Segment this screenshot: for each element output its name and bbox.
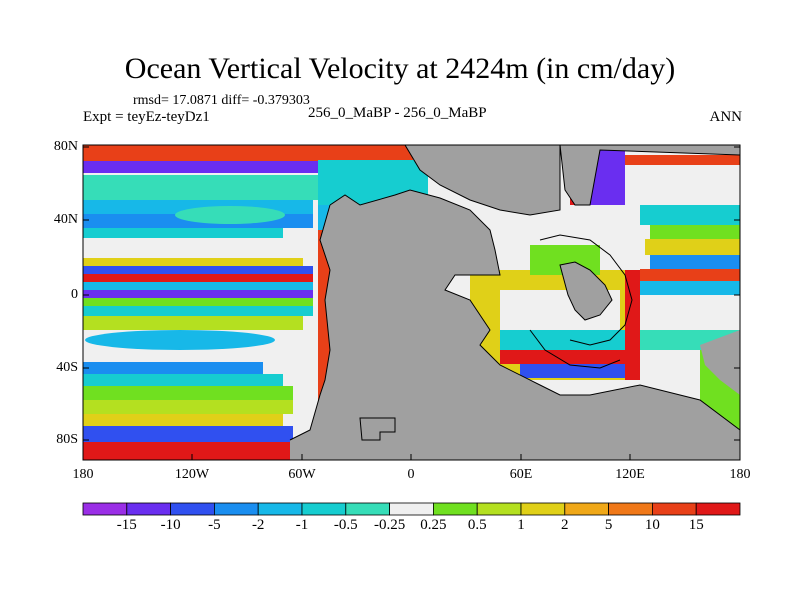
field-band bbox=[83, 266, 313, 274]
field-band bbox=[640, 269, 740, 281]
colorbar-swatch bbox=[564, 502, 609, 516]
y-tick-label: 40S bbox=[56, 360, 78, 375]
x-tick-label: 180 bbox=[72, 467, 94, 482]
colorbar-swatch bbox=[257, 502, 303, 516]
colorbar-label: 10 bbox=[644, 517, 660, 533]
y-tick-label: 40N bbox=[53, 212, 78, 227]
y-tick-label: 80S bbox=[56, 432, 78, 447]
colorbar-swatch bbox=[170, 502, 215, 516]
field-band bbox=[625, 270, 640, 380]
field-band bbox=[645, 239, 740, 255]
y-tick-label: 0 bbox=[71, 287, 78, 302]
colorbar-swatch bbox=[126, 502, 172, 516]
colorbar-swatch bbox=[213, 502, 259, 516]
x-tick-label: 0 bbox=[407, 467, 415, 482]
field-band bbox=[83, 426, 293, 442]
colorbar-swatch bbox=[608, 502, 653, 516]
stats-line: rmsd= 17.0871 diff= -0.379303 bbox=[133, 93, 310, 108]
map-title: Ocean Vertical Velocity at 2424m (in cm/… bbox=[124, 52, 676, 85]
colorbar-swatch bbox=[432, 502, 478, 516]
colorbar-label: 5 bbox=[604, 517, 613, 533]
field-band bbox=[650, 255, 740, 269]
colorbar bbox=[82, 502, 741, 516]
field-band bbox=[83, 258, 303, 266]
map-field bbox=[83, 145, 740, 460]
field-band bbox=[83, 228, 283, 238]
field-band bbox=[500, 330, 630, 350]
field-band bbox=[83, 374, 283, 386]
field-band bbox=[83, 274, 313, 282]
colorbar-label: -2 bbox=[251, 517, 265, 533]
colorbar-label: -1 bbox=[295, 517, 309, 533]
colorbar-label: -5 bbox=[208, 517, 221, 533]
colorbar-swatch bbox=[389, 502, 434, 516]
season-label: ANN bbox=[709, 109, 743, 125]
colorbar-label: -10 bbox=[160, 517, 181, 533]
colorbar-swatch bbox=[345, 502, 390, 516]
colorbar-label: -0.5 bbox=[333, 517, 358, 533]
colorbar-swatch bbox=[652, 502, 697, 516]
field-band bbox=[83, 400, 293, 414]
x-tick-label: 60W bbox=[288, 467, 316, 482]
field-band bbox=[500, 350, 640, 364]
field-band bbox=[83, 175, 323, 200]
field-band bbox=[83, 414, 283, 426]
field-band bbox=[83, 362, 263, 374]
colorbar-swatch bbox=[695, 502, 741, 516]
x-tick-label: 120E bbox=[615, 467, 645, 482]
case-label: 256_0_MaBP - 256_0_MaBP bbox=[308, 105, 487, 121]
field-band bbox=[83, 298, 313, 306]
colorbar-label: -0.25 bbox=[373, 517, 406, 533]
field-band bbox=[520, 364, 640, 378]
field-band bbox=[83, 386, 293, 400]
colorbar-label: 1 bbox=[517, 517, 525, 533]
field-band bbox=[83, 282, 313, 290]
experiment-label: Expt = teyEz-teyDz1 bbox=[83, 109, 210, 125]
x-tick-label: 180 bbox=[729, 467, 751, 482]
colorbar-label: -15 bbox=[116, 517, 137, 533]
field-band bbox=[640, 205, 740, 225]
colorbar-swatch bbox=[82, 502, 128, 516]
y-tick-label: 80N bbox=[53, 139, 78, 154]
field-band bbox=[83, 145, 413, 161]
coastlines bbox=[289, 145, 740, 441]
colorbar-label: 2 bbox=[561, 517, 569, 533]
colorbar-swatch bbox=[301, 502, 347, 516]
field-band bbox=[630, 281, 740, 295]
field-band bbox=[83, 442, 293, 460]
x-tick-label: 120W bbox=[174, 467, 210, 482]
colorbar-swatch bbox=[520, 502, 566, 516]
colorbar-label: 0.5 bbox=[467, 517, 487, 533]
axis-ticks bbox=[82, 146, 741, 460]
field-band bbox=[83, 306, 313, 316]
colorbar-label: 0.25 bbox=[420, 517, 447, 533]
field-band bbox=[83, 316, 303, 330]
field-band bbox=[83, 290, 313, 298]
x-tick-label: 60E bbox=[509, 467, 533, 482]
field-patch bbox=[175, 206, 285, 224]
colorbar-label: 15 bbox=[688, 517, 704, 533]
field-patch bbox=[85, 330, 275, 350]
colorbar-swatch bbox=[476, 502, 522, 516]
field-band bbox=[630, 295, 740, 315]
land-mask bbox=[290, 145, 740, 460]
field-band bbox=[650, 225, 740, 239]
